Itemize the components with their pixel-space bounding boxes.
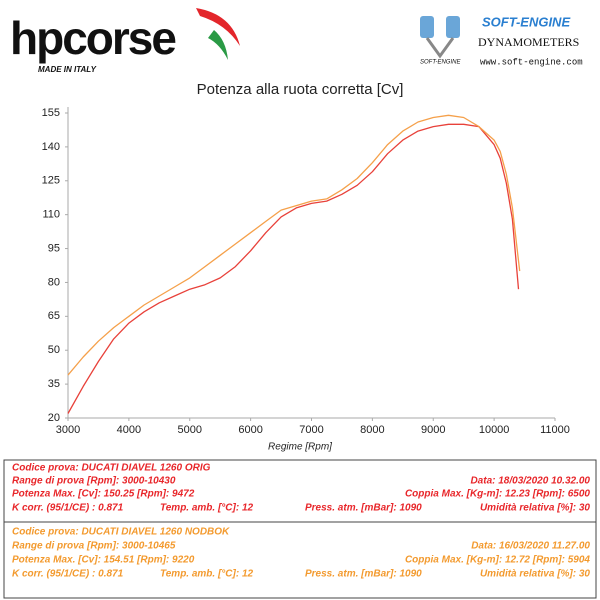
- info-frame: [3, 459, 597, 599]
- run-field: Press. atm. [mBar]: 1090: [305, 503, 422, 514]
- y-tick-label: 80: [48, 276, 60, 288]
- run-field: Potenza Max. [Cv]: 154.51 [Rpm]: 9220: [12, 555, 195, 566]
- swoosh-green: [208, 30, 228, 60]
- y-tick-label: 155: [42, 107, 60, 119]
- y-tick-label: 110: [42, 209, 60, 221]
- hpcorse-logo: hpcorse MADE IN ITALY: [10, 8, 240, 74]
- run-field: Umidità relativa [%]: 30: [480, 569, 590, 580]
- run-field: Temp. amb. [°C]: 12: [160, 503, 254, 514]
- run-field: Data: 16/03/2020 11.27.00: [471, 541, 590, 552]
- run-field: K corr. (95/1/CE) : 0.871: [12, 503, 124, 514]
- x-tick-label: 5000: [178, 424, 202, 436]
- run-field: Potenza Max. [Cv]: 150.25 [Rpm]: 9472: [12, 489, 195, 500]
- partner: SOFT-ENGINE: [482, 14, 570, 29]
- partner-url: www.soft-engine.com: [480, 57, 583, 67]
- y-tick-label: 95: [48, 242, 60, 254]
- run-field: Codice prova: DUCATI DIAVEL 1260 ORIG: [12, 463, 211, 474]
- power-curve: [67, 114, 521, 376]
- x-tick-label: 4000: [117, 424, 141, 436]
- y-tick-label: 140: [42, 141, 60, 153]
- piston-icon: [446, 16, 460, 38]
- y-tick-label: 125: [42, 175, 60, 187]
- conrod-icon: [425, 37, 455, 59]
- partner-icon-text: SOFT-ENGINE: [420, 60, 461, 66]
- run-field: Data: 18/03/2020 10.32.00: [470, 476, 590, 487]
- run-field: Coppia Max. [Kg-m]: 12.23 [Rpm]: 6500: [405, 489, 590, 500]
- run-field: K corr. (95/1/CE) : 0.871: [12, 569, 124, 580]
- y-tick-label: 20: [48, 412, 60, 424]
- x-tick-label: 10000: [479, 424, 510, 436]
- power-curve: [67, 123, 520, 414]
- x-tick-label: 8000: [360, 424, 384, 436]
- brand-sub: MADE IN ITALY: [38, 65, 97, 74]
- x-tick-label: 9000: [421, 424, 445, 436]
- piston-icon: [420, 16, 434, 38]
- y-tick-label: 65: [48, 310, 60, 322]
- x-tick-label: 3000: [56, 424, 80, 436]
- run-field: Press. atm. [mBar]: 1090: [305, 569, 422, 580]
- x-axis-label: Regime [Rpm]: [268, 442, 332, 453]
- y-tick-label: 35: [48, 378, 60, 390]
- run-field: Range di prova [Rpm]: 3000-10465: [12, 541, 176, 552]
- x-tick-label: 6000: [238, 424, 262, 436]
- run-field: Umidità relativa [%]: 30: [480, 503, 590, 514]
- chart-title: Potenza alla ruota corretta [Cv]: [197, 81, 404, 98]
- swoosh-red: [196, 8, 240, 46]
- run-field: Range di prova [Rpm]: 3000-10430: [12, 476, 176, 487]
- partner-sub: DYNAMOMETERS: [478, 35, 579, 49]
- y-tick-label: 50: [48, 344, 60, 356]
- run-field: Temp. amb. [°C]: 12: [160, 569, 254, 580]
- x-tick-label: 11000: [540, 424, 570, 436]
- brand: hpcorse: [10, 12, 176, 64]
- run-field: Coppia Max. [Kg-m]: 12.72 [Rpm]: 5904: [405, 555, 590, 566]
- x-tick-label: 7000: [299, 424, 323, 436]
- run-field: Codice prova: DUCATI DIAVEL 1260 NODBOK: [12, 527, 230, 538]
- soft-engine-logo: SOFT-ENGINE DYNAMOMETERS SOFT-ENGINE www…: [420, 14, 583, 67]
